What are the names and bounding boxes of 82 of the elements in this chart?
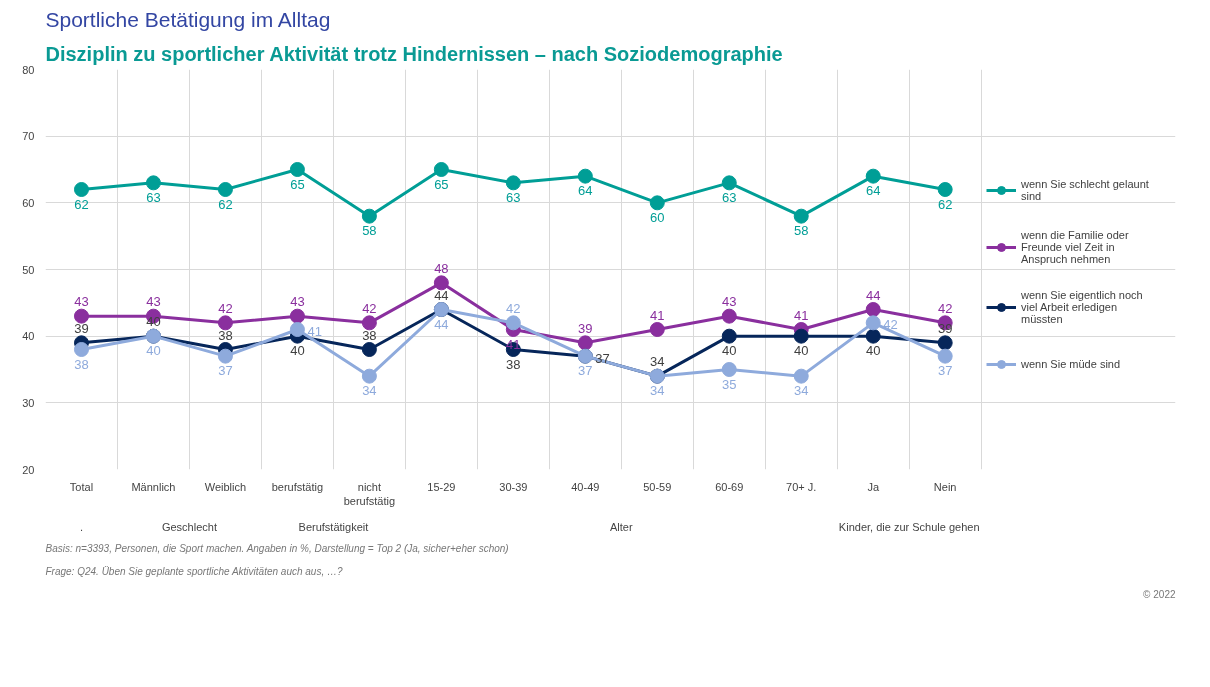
data-label: 43 xyxy=(290,294,305,310)
data-label: 62 xyxy=(74,196,89,212)
data-label: 38 xyxy=(362,327,377,343)
x-tick-label: 30-39 xyxy=(499,480,528,493)
legend-label: wenn die Familie oder Freunde viel Zeit in Anspruch nehmen xyxy=(1021,229,1129,265)
data-label: 48 xyxy=(434,260,449,276)
text: Kinder, die zur Schule gehen xyxy=(838,520,980,533)
data-label: 39 xyxy=(578,320,593,336)
data-label: 64 xyxy=(578,183,593,199)
y-tick-label: 60 xyxy=(22,196,35,209)
y-tick-label: 40 xyxy=(22,330,35,343)
data-label: 43 xyxy=(146,294,161,310)
data-label: 34 xyxy=(794,383,809,399)
data-label: 44 xyxy=(434,287,449,303)
x-tick-label: berufstätig xyxy=(271,480,324,493)
legend-label: wenn Sie eigentlich noch viel Arbeit erledigen müssten xyxy=(1021,289,1143,325)
data-label: 58 xyxy=(362,223,377,239)
y-tick-label: 80 xyxy=(22,63,35,76)
x-tick-label: Männlich xyxy=(131,480,176,493)
text: Basis: n=3393, Personen, die Sport machen. Angaben in %, Darstellung = Top 2 (Ja, sicher+eher schon) xyxy=(45,542,509,554)
data-label: 43 xyxy=(74,294,89,310)
text: Berufstätigkeit xyxy=(298,520,369,533)
data-label: 41 xyxy=(650,307,665,323)
x-tick-label: 60-69 xyxy=(715,480,744,493)
data-label: 41 xyxy=(307,324,322,339)
data-label: 62 xyxy=(218,196,233,212)
data-label: 65 xyxy=(290,176,305,192)
data-label: 39 xyxy=(74,320,89,336)
x-tick-label: Total xyxy=(69,480,94,493)
data-label: 37 xyxy=(578,363,593,379)
data-label: 60 xyxy=(650,209,665,225)
y-tick-label: 50 xyxy=(22,263,35,276)
data-label: 65 xyxy=(434,176,449,192)
chart-subtitle: Disziplin zu sportlicher Aktivität trotz Hindernissen – nach Soziodemographie xyxy=(45,42,783,65)
data-label: 44 xyxy=(865,287,881,303)
y-tick-label: 20 xyxy=(22,463,35,476)
x-tick-label: 40-49 xyxy=(571,480,600,493)
data-label: 40 xyxy=(722,343,737,359)
data-label: 64 xyxy=(865,183,881,199)
text: © 2022 xyxy=(1143,588,1176,600)
x-tick-label: 15-29 xyxy=(427,480,456,493)
data-label: 58 xyxy=(794,223,809,239)
data-label: 44 xyxy=(434,316,449,332)
data-label: 63 xyxy=(146,189,161,205)
data-label: 35 xyxy=(722,376,737,392)
data-label: 40 xyxy=(146,343,161,359)
data-label: 41 xyxy=(794,307,809,323)
y-tick-label: 30 xyxy=(22,396,35,409)
legend-label: wenn Sie müde sind xyxy=(1021,357,1121,372)
data-label: 40 xyxy=(794,343,809,359)
x-tick-label: Weiblich xyxy=(204,480,247,493)
text: Alter xyxy=(609,520,633,533)
data-label: 37 xyxy=(218,363,233,379)
data-label: 37 xyxy=(937,363,953,379)
text: . xyxy=(79,520,84,533)
data-label: 42 xyxy=(362,300,377,316)
data-label: 63 xyxy=(506,189,521,205)
chart-title: Sportliche Betätigung im Alltag xyxy=(45,7,331,31)
data-label: 34 xyxy=(650,354,665,370)
x-tick-label: Ja xyxy=(867,480,880,493)
x-tick-label: 50-59 xyxy=(643,480,672,493)
data-label: 42 xyxy=(218,300,233,316)
y-tick-label: 70 xyxy=(22,130,35,143)
data-label: 42 xyxy=(883,317,898,333)
data-label: 38 xyxy=(74,356,89,372)
x-tick-label: 70+ J. xyxy=(786,480,817,493)
data-label: 38 xyxy=(506,356,521,372)
data-label: 42 xyxy=(937,300,953,316)
x-tick-label: Nein xyxy=(933,480,957,493)
data-label: 38 xyxy=(218,327,233,343)
data-label: 34 xyxy=(650,383,665,399)
x-tick-label: nicht berufstätig xyxy=(343,480,396,507)
data-label: 34 xyxy=(362,383,377,399)
data-label: 40 xyxy=(865,343,881,359)
data-label: 63 xyxy=(722,189,737,205)
data-label: 42 xyxy=(506,300,521,316)
legend-label: wenn Sie schlecht gelaunt sind xyxy=(1021,177,1149,204)
data-label: 43 xyxy=(722,294,737,310)
text: Geschlecht xyxy=(161,520,217,533)
data-label: 40 xyxy=(290,343,305,359)
data-label: 62 xyxy=(937,196,953,212)
text: Frage: Q24. Üben Sie geplante sportliche Aktivitäten auch aus, …? xyxy=(45,565,343,577)
